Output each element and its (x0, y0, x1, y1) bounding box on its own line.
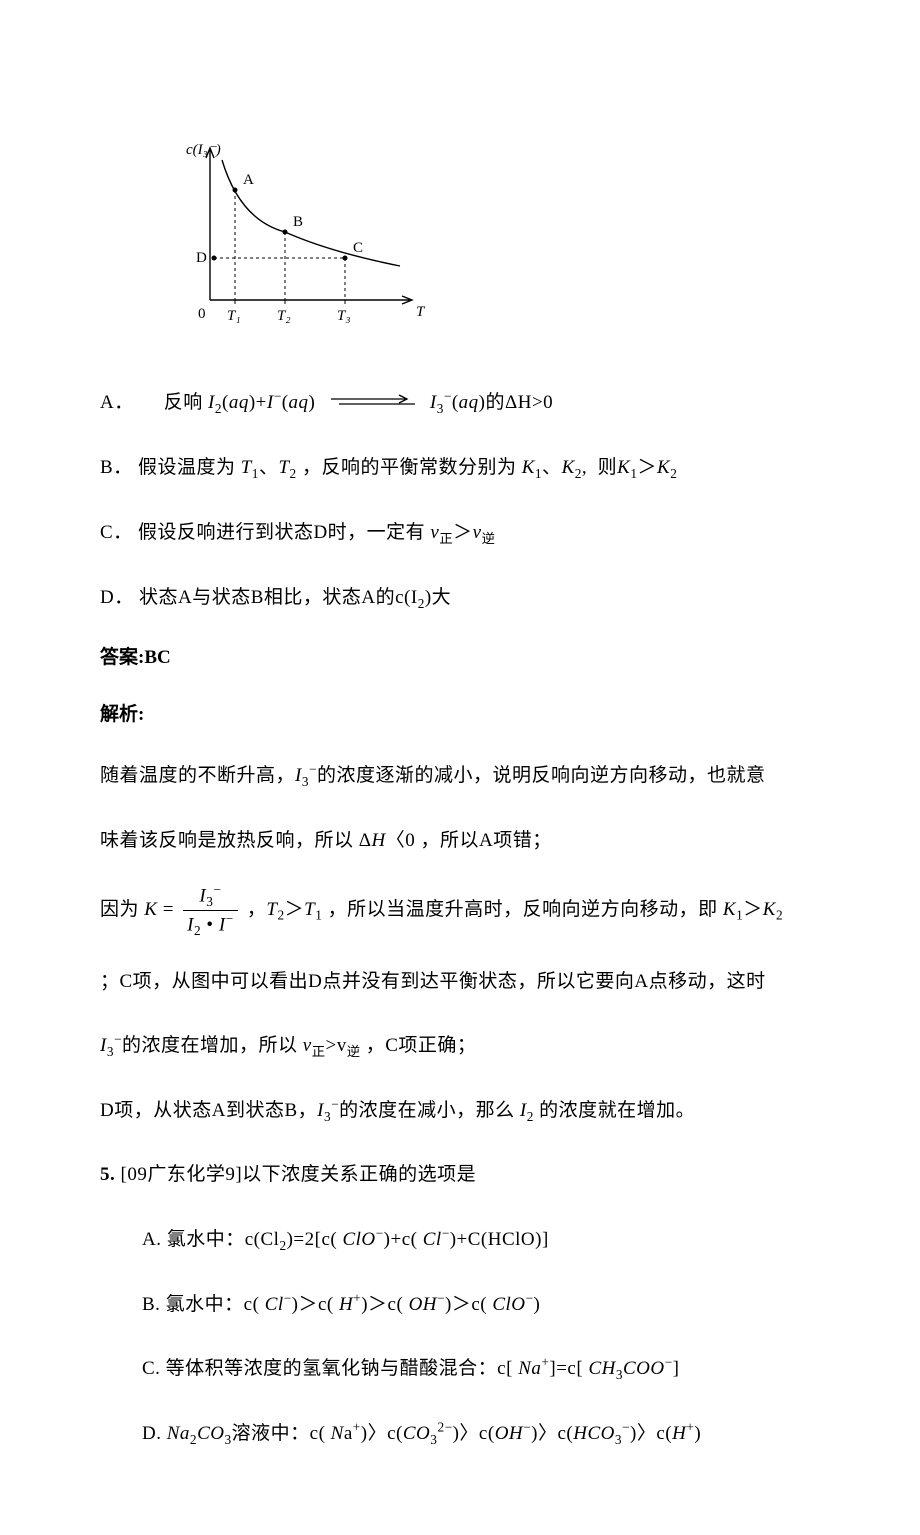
fraction-k-num: I3− (183, 882, 237, 911)
option-c: C． 假设反响进行到状态D时，一定有 v正＞v逆 (100, 510, 820, 556)
svg-text:B: B (293, 214, 303, 230)
svg-text:T₃: T₃ (337, 308, 351, 324)
option-c-prefix: C． (100, 522, 133, 543)
option-b-prefix: B． (100, 457, 133, 478)
q5-option-c: C. 等体积等浓度的氢氧化钠与醋酸混合：c[ Na+]=c[ CH3COO−] (100, 1346, 820, 1392)
svg-text:C: C (353, 240, 363, 256)
q5-source: [09广东化学9] (121, 1164, 243, 1185)
q5-option-b: B. 氯水中：c( Cl−)＞c( H+)＞c( OH−)＞c( ClO−) (100, 1282, 820, 1328)
option-b: B． 假设温度为 T1、T2 ，反响的平衡常数分别为 K1、K2, 则K1＞K2 (100, 445, 820, 491)
analysis-label: 解析: (100, 696, 820, 734)
page-root: ABCD c(I₃⁻) T 0 T₁T₂T₃ A． 反响 I2(aq)+I−(a… (0, 0, 920, 1535)
svg-text:T: T (416, 304, 426, 320)
options-block: A． 反响 I2(aq)+I−(aq) I3−(aq)的ΔH>0 B． 假设温度… (100, 380, 820, 620)
option-a-indent (139, 392, 159, 413)
q5-option-a: A. 氯水中：c(Cl2)=2[c( ClO−)+c( Cl−)+C(HClO)… (100, 1217, 820, 1263)
fraction-k: I3− I2 • I− (183, 882, 237, 939)
fraction-k-den: I2 • I− (183, 911, 237, 939)
analysis-p6: D项，从状态A到状态B，I3−的浓度在减小，那么 I2 的浓度就在增加。 (100, 1088, 820, 1134)
graph-svg: A B C D c(I₃⁻) T 0 T₁ T₂ T₃ (180, 140, 440, 340)
analysis-p3-pre: 因为 (100, 899, 144, 920)
svg-text:T₂: T₂ (277, 308, 291, 324)
option-d-text: 状态A与状态B相比，状态A的c(I2)大 (139, 587, 451, 608)
answer-label: 答案: (100, 647, 144, 668)
q5-stem-text: 以下浓度关系正确的选项是 (242, 1164, 476, 1185)
svg-text:0: 0 (198, 306, 206, 322)
option-a-text-pre: 反响 I2(aq)+I−(aq) (164, 392, 316, 413)
option-d: D． 状态A与状态B相比，状态A的c(I2)大 (100, 575, 820, 621)
option-b-text: 假设温度为 T1、T2 ，反响的平衡常数分别为 K1、K2, 则K1＞K2 (138, 457, 677, 478)
svg-text:D: D (196, 250, 207, 266)
svg-text:A: A (243, 172, 254, 188)
analysis-p2: 味着该反响是放热反响，所以 ΔH〈0 ，所以A项错； (100, 818, 820, 864)
analysis-p3: 因为 K = I3− I2 • I− ，T2＞T1 ，所以当温度升高时，反响向逆… (100, 882, 820, 939)
option-a-prefix: A． (100, 392, 134, 413)
analysis-p1: 随着温度的不断升高，I3−的浓度逐渐的减小，说明反响向逆方向移动，也就意 (100, 753, 820, 799)
option-d-prefix: D． (100, 587, 134, 608)
equilibrium-arrow-icon (327, 381, 419, 427)
analysis-p5: I3−的浓度在增加，所以 v正>v逆 ，C项正确； (100, 1023, 820, 1069)
option-a-text-post: I3−(aq)的ΔH>0 (430, 392, 553, 413)
equilibrium-graph: A B C D c(I₃⁻) T 0 T₁ T₂ T₃ (180, 140, 820, 340)
q5-stem: 5. [09广东化学9]以下浓度关系正确的选项是 (100, 1152, 820, 1198)
q5-number: 5. (100, 1164, 115, 1185)
option-c-text: 假设反响进行到状态D时，一定有 v正＞v逆 (138, 522, 495, 543)
option-a: A． 反响 I2(aq)+I−(aq) I3−(aq)的ΔH>0 (100, 380, 820, 426)
svg-text:T₁: T₁ (227, 308, 241, 324)
q5-option-d: D. Na2CO3溶液中：c( Na+)〉c(CO32−)〉c(OH−)〉c(H… (100, 1411, 820, 1457)
analysis-p4: ；C项，从图中可以看出D点并没有到达平衡状态，所以它要向A点移动，这时 (100, 959, 820, 1005)
svg-text:c(I₃⁻): c(I₃⁻) (186, 142, 221, 158)
answer-line: 答案:BC (100, 639, 820, 677)
answer-value: BC (144, 647, 170, 668)
